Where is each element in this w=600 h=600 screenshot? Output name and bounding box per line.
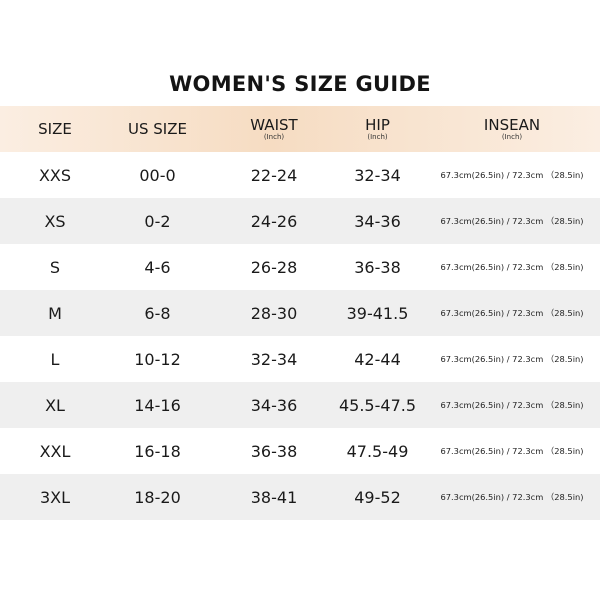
- page-title: WOMEN'S SIZE GUIDE: [169, 72, 431, 96]
- cell-us-size: 14-16: [134, 395, 181, 415]
- cell-inseam: 67.3cm(26.5in) / 72.3cm （28.5in): [440, 354, 584, 364]
- header-insean: INSEAN (Inch): [424, 106, 600, 152]
- cell-waist: 34-36: [250, 395, 298, 415]
- cell-inseam: 67.3cm(26.5in) / 72.3cm （28.5in): [440, 308, 584, 318]
- cell-waist: 26-28: [250, 257, 298, 277]
- header-us-size-label: US SIZE: [128, 120, 187, 138]
- cell-hip: 39-41.5: [346, 303, 409, 323]
- header-waist: WAIST (Inch): [228, 106, 320, 152]
- table-row: M 6-8 28-30 39-41.5 67.3cm(26.5in) / 72.…: [0, 290, 600, 336]
- header-hip: HIP (Inch): [330, 106, 425, 152]
- header-waist-label: WAIST: [250, 115, 298, 134]
- cell-waist: 32-34: [250, 349, 298, 369]
- cell-hip: 47.5-49: [346, 441, 409, 461]
- cell-hip: 42-44: [354, 349, 401, 369]
- table-row: XXS 00-0 22-24 32-34 67.3cm(26.5in) / 72…: [0, 152, 600, 198]
- cell-us-size: 18-20: [134, 487, 181, 507]
- cell-hip: 32-34: [354, 165, 401, 185]
- cell-hip: 49-52: [354, 487, 401, 507]
- table-row: XL 14-16 34-36 45.5-47.5 67.3cm(26.5in) …: [0, 382, 600, 428]
- cell-us-size: 4-6: [144, 257, 171, 277]
- cell-inseam: 67.3cm(26.5in) / 72.3cm （28.5in): [440, 446, 584, 456]
- cell-size: XS: [44, 211, 66, 231]
- cell-inseam: 67.3cm(26.5in) / 72.3cm （28.5in): [440, 216, 584, 226]
- cell-size: XL: [45, 395, 65, 415]
- size-table: SIZE US SIZE WAIST (Inch) HIP (Inch) INS…: [0, 106, 600, 520]
- cell-us-size: 10-12: [134, 349, 181, 369]
- cell-size: XXL: [39, 441, 71, 461]
- cell-size: L: [50, 349, 60, 369]
- table-row: S 4-6 26-28 36-38 67.3cm(26.5in) / 72.3c…: [0, 244, 600, 290]
- cell-waist: 38-41: [250, 487, 298, 507]
- table-header: SIZE US SIZE WAIST (Inch) HIP (Inch) INS…: [0, 106, 600, 152]
- cell-inseam: 67.3cm(26.5in) / 72.3cm （28.5in): [440, 262, 584, 272]
- header-hip-unit: (Inch): [367, 132, 388, 141]
- cell-hip: 34-36: [354, 211, 401, 231]
- cell-size: XXS: [38, 165, 72, 185]
- cell-us-size: 6-8: [144, 303, 171, 323]
- cell-us-size: 0-2: [144, 211, 171, 231]
- cell-waist: 22-24: [250, 165, 298, 185]
- header-waist-unit: (Inch): [263, 132, 285, 141]
- table-row: XS 0-2 24-26 34-36 67.3cm(26.5in) / 72.3…: [0, 198, 600, 244]
- table-row: XXL 16-18 36-38 47.5-49 67.3cm(26.5in) /…: [0, 428, 600, 474]
- cell-size: 3XL: [39, 487, 71, 507]
- cell-size: S: [49, 257, 61, 277]
- header-size: SIZE: [20, 106, 90, 152]
- cell-us-size: 16-18: [134, 441, 181, 461]
- cell-waist: 24-26: [250, 211, 298, 231]
- header-insean-label: INSEAN: [483, 115, 541, 134]
- header-hip-label: HIP: [365, 115, 390, 134]
- header-size-label: SIZE: [38, 120, 72, 138]
- cell-hip: 36-38: [354, 257, 401, 277]
- cell-hip: 45.5-47.5: [338, 395, 417, 415]
- cell-us-size: 00-0: [139, 165, 176, 185]
- cell-inseam: 67.3cm(26.5in) / 72.3cm （28.5in): [440, 400, 584, 410]
- header-insean-unit: (Inch): [501, 132, 523, 141]
- cell-inseam: 67.3cm(26.5in) / 72.3cm （28.5in): [440, 492, 584, 502]
- cell-inseam: 67.3cm(26.5in) / 72.3cm （28.5in): [440, 170, 584, 180]
- cell-size: M: [48, 303, 62, 323]
- table-row: L 10-12 32-34 42-44 67.3cm(26.5in) / 72.…: [0, 336, 600, 382]
- header-us-size: US SIZE: [110, 106, 205, 152]
- cell-waist: 28-30: [250, 303, 298, 323]
- cell-waist: 36-38: [250, 441, 298, 461]
- table-row: 3XL 18-20 38-41 49-52 67.3cm(26.5in) / 7…: [0, 474, 600, 520]
